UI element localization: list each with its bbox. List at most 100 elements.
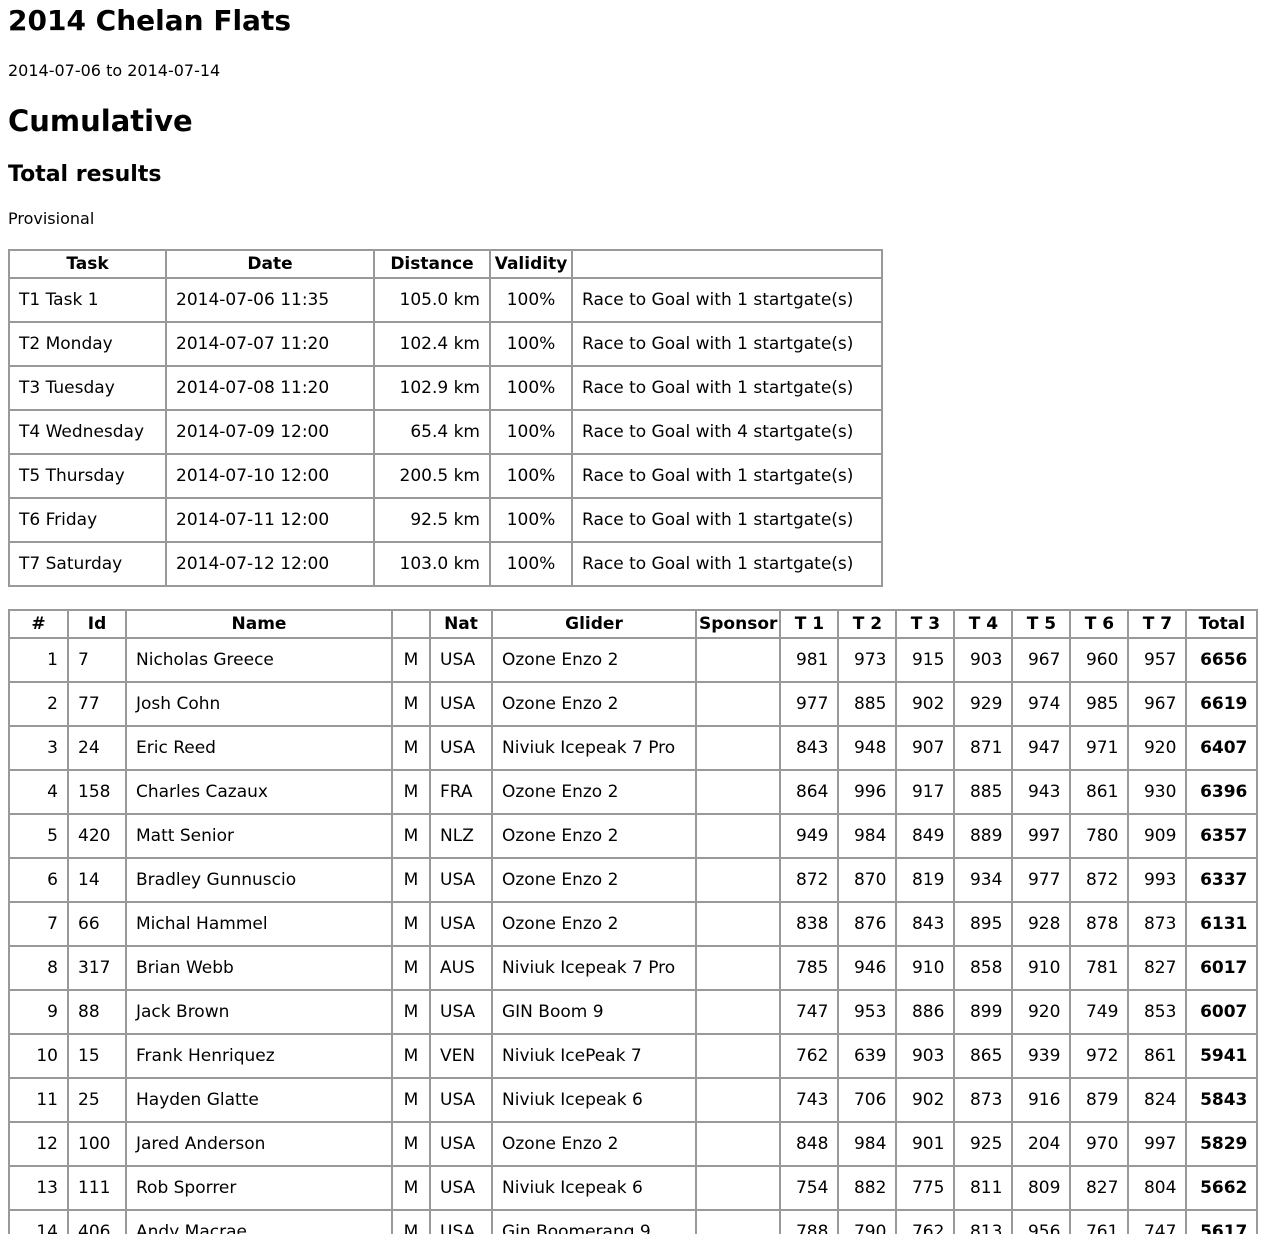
result-row: 14 406 Andy Macrae M USA Gin Boomerang 9 788 79…: [8, 1209, 1259, 1234]
page-title: 2014 Chelan Flats: [8, 4, 291, 37]
result-cell: 761: [1069, 1209, 1130, 1234]
result-cell: M: [391, 637, 431, 683]
result-cell: M: [391, 1077, 431, 1123]
result-cell: 100: [67, 1121, 127, 1167]
sponsor-cell: [694, 681, 782, 727]
result-cell: 811: [953, 1165, 1014, 1211]
result-cell: 997: [1127, 1121, 1188, 1167]
result-cell: 13: [8, 1165, 69, 1211]
task-row: T7 Saturday 2014-07-12 12:00 103.0 km 100% R…: [8, 541, 883, 587]
result-cell: 985: [1069, 681, 1130, 727]
result-cell: 909: [1127, 813, 1188, 859]
result-cell: 971: [1069, 725, 1130, 771]
result-cell: 762: [895, 1209, 956, 1234]
result-cell: 974: [1011, 681, 1072, 727]
task-cell: 100%: [489, 365, 573, 411]
sponsor-cell: [694, 989, 782, 1035]
result-cell: Ozone Enzo 2: [491, 901, 697, 947]
result-cell: 970: [1069, 1121, 1130, 1167]
result-cell: Ozone Enzo 2: [491, 813, 697, 859]
task-cell: 100%: [489, 497, 573, 543]
result-cell: 6396: [1185, 769, 1259, 815]
result-cell: 809: [1011, 1165, 1072, 1211]
result-cell: 901: [895, 1121, 956, 1167]
result-cell: USA: [429, 681, 493, 727]
result-cell: Niviuk IcePeak 7: [491, 1033, 697, 1079]
task-row: T5 Thursday 2014-07-10 12:00 200.5 km 100% R…: [8, 453, 883, 499]
result-cell: 6131: [1185, 901, 1259, 947]
result-cell: 853: [1127, 989, 1188, 1035]
task-cell: Race to Goal with 1 startgate(s): [571, 541, 883, 587]
result-cell: 6: [8, 857, 69, 903]
column-header: T 5: [1011, 609, 1072, 639]
result-row: 8 317 Brian Webb M AUS Niviuk Icepeak 7 Pro 78…: [8, 945, 1259, 991]
task-cell: 65.4 km: [373, 409, 491, 455]
result-row: 7 66 Michal Hammel M USA Ozone Enzo 2 838 876 84…: [8, 901, 1259, 947]
result-cell: 920: [1011, 989, 1072, 1035]
result-cell: USA: [429, 1121, 493, 1167]
result-cell: M: [391, 769, 431, 815]
task-cell: 2014-07-08 11:20: [165, 365, 375, 411]
result-cell: USA: [429, 1165, 493, 1211]
result-cell: 858: [953, 945, 1014, 991]
result-cell: 870: [837, 857, 898, 903]
result-cell: M: [391, 725, 431, 771]
result-cell: 10: [8, 1033, 69, 1079]
result-cell: 8: [8, 945, 69, 991]
sponsor-cell: [694, 945, 782, 991]
result-cell: 984: [837, 813, 898, 859]
sponsor-cell: [694, 1121, 782, 1167]
task-cell: 2014-07-12 12:00: [165, 541, 375, 587]
sponsor-cell: [694, 637, 782, 683]
task-cell: Race to Goal with 1 startgate(s): [571, 321, 883, 367]
result-cell: Niviuk Icepeak 6: [491, 1165, 697, 1211]
result-cell: Ozone Enzo 2: [491, 1121, 697, 1167]
result-cell: 6017: [1185, 945, 1259, 991]
column-header: Validity: [489, 249, 573, 279]
task-cell: 2014-07-06 11:35: [165, 277, 375, 323]
task-cell: 100%: [489, 409, 573, 455]
task-cell: 100%: [489, 277, 573, 323]
result-cell: 943: [1011, 769, 1072, 815]
task-cell: 102.9 km: [373, 365, 491, 411]
result-cell: FRA: [429, 769, 493, 815]
result-cell: 872: [779, 857, 840, 903]
result-cell: 910: [1011, 945, 1072, 991]
result-cell: USA: [429, 901, 493, 947]
result-cell: 902: [895, 1077, 956, 1123]
result-cell: 878: [1069, 901, 1130, 947]
result-cell: 960: [1069, 637, 1130, 683]
column-header: T 6: [1069, 609, 1130, 639]
result-cell: 781: [1069, 945, 1130, 991]
result-cell: 7: [67, 637, 127, 683]
result-cell: Nicholas Greece: [125, 637, 393, 683]
result-cell: 3: [8, 725, 69, 771]
result-row: 11 25 Hayden Glatte M USA Niviuk Icepeak 6 743…: [8, 1077, 1259, 1123]
result-cell: 849: [895, 813, 956, 859]
result-cell: Charles Cazaux: [125, 769, 393, 815]
result-cell: 2: [8, 681, 69, 727]
result-cell: USA: [429, 857, 493, 903]
result-cell: Ozone Enzo 2: [491, 637, 697, 683]
result-cell: Ozone Enzo 2: [491, 769, 697, 815]
result-cell: 5: [8, 813, 69, 859]
result-cell: 66: [67, 901, 127, 947]
task-cell: Race to Goal with 4 startgate(s): [571, 409, 883, 455]
result-row: 2 77 Josh Cohn M USA Ozone Enzo 2 977 885 902 929…: [8, 681, 1259, 727]
result-cell: 804: [1127, 1165, 1188, 1211]
sponsor-cell: [694, 813, 782, 859]
result-cell: 706: [837, 1077, 898, 1123]
task-cell: 100%: [489, 321, 573, 367]
task-row: T1 Task 1 2014-07-06 11:35 105.0 km 100% Rac…: [8, 277, 883, 323]
result-cell: 775: [895, 1165, 956, 1211]
result-cell: Gin Boomerang 9: [491, 1209, 697, 1234]
result-cell: USA: [429, 637, 493, 683]
result-cell: 885: [837, 681, 898, 727]
result-cell: 984: [837, 1121, 898, 1167]
result-cell: 967: [1011, 637, 1072, 683]
result-cell: 762: [779, 1033, 840, 1079]
column-header: Id: [67, 609, 127, 639]
result-cell: 996: [837, 769, 898, 815]
result-cell: 747: [779, 989, 840, 1035]
result-row: 6 14 Bradley Gunnuscio M USA Ozone Enzo 2 872 8…: [8, 857, 1259, 903]
